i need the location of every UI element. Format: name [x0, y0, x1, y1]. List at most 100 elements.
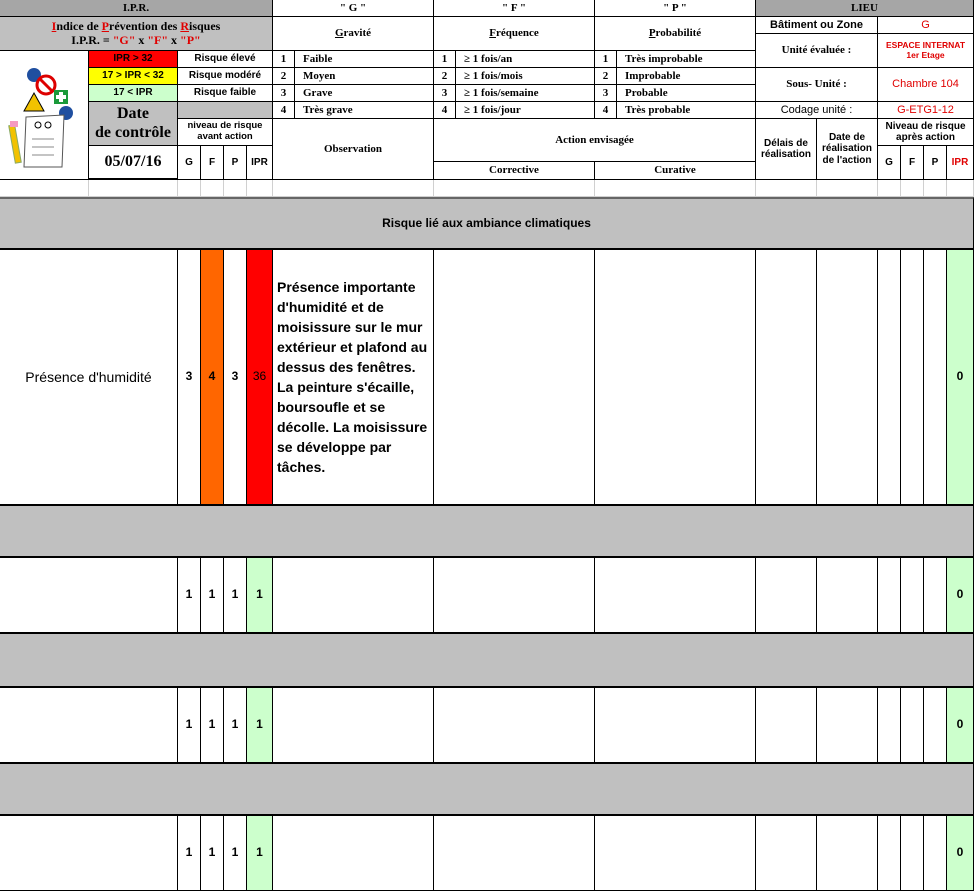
observation-text[interactable]	[273, 687, 434, 763]
formula-text: "G"	[112, 32, 136, 47]
after-g-value[interactable]	[878, 815, 901, 891]
empty-cell[interactable]	[947, 180, 974, 197]
corrective-action[interactable]	[434, 815, 595, 891]
after-f-value[interactable]	[901, 249, 924, 505]
empty-cell[interactable]	[901, 180, 924, 197]
after-p-value[interactable]	[924, 249, 947, 505]
gravity-title-rest: ravité	[343, 27, 372, 40]
empty-cell[interactable]	[434, 180, 595, 197]
after-p-value[interactable]	[924, 557, 947, 633]
empty-cell[interactable]	[224, 180, 247, 197]
empty-cell[interactable]	[924, 180, 947, 197]
section-separator	[0, 505, 974, 557]
before-f-value[interactable]: 4	[201, 249, 224, 505]
building-value[interactable]: G	[878, 17, 974, 34]
before-action-title: niveau de risque avant action	[178, 119, 273, 146]
after-f-value[interactable]	[901, 557, 924, 633]
after-ipr-value[interactable]: 0	[947, 557, 974, 633]
corrective-action[interactable]	[434, 249, 595, 505]
gravity-level-number: 4	[273, 102, 295, 119]
ipr-subtitle: Indice de Prévention des Risques I.P.R. …	[0, 17, 273, 51]
empty-cell[interactable]	[595, 180, 756, 197]
after-g-value[interactable]	[878, 557, 901, 633]
before-ipr-value[interactable]: 1	[247, 687, 273, 763]
safety-illustration	[0, 51, 89, 180]
observation-text[interactable]	[273, 557, 434, 633]
before-p-value[interactable]: 1	[224, 687, 247, 763]
after-col-p: P	[924, 146, 947, 180]
after-g-value[interactable]	[878, 687, 901, 763]
after-p-value[interactable]	[924, 815, 947, 891]
risk-label[interactable]	[0, 557, 178, 633]
empty-cell[interactable]	[0, 180, 89, 197]
curative-action[interactable]	[595, 249, 756, 505]
after-ipr-value[interactable]: 0	[947, 815, 974, 891]
empty-cell[interactable]	[878, 180, 901, 197]
before-g-value[interactable]: 1	[178, 815, 201, 891]
before-g-value[interactable]: 1	[178, 687, 201, 763]
formula-text: I.P.R. =	[71, 32, 113, 47]
probability-level-label: Très probable	[617, 102, 756, 119]
delay-value[interactable]	[756, 557, 817, 633]
control-date[interactable]: 05/07/16	[89, 146, 178, 180]
curative-action[interactable]	[595, 687, 756, 763]
after-ipr-value[interactable]: 0	[947, 249, 974, 505]
empty-cell[interactable]	[247, 180, 273, 197]
corrective-action[interactable]	[434, 557, 595, 633]
before-p-value[interactable]: 1	[224, 815, 247, 891]
completion-date-value[interactable]	[817, 249, 878, 505]
delay-value[interactable]	[756, 815, 817, 891]
before-ipr-value[interactable]: 1	[247, 815, 273, 891]
curative-action[interactable]	[595, 557, 756, 633]
before-p-value[interactable]: 1	[224, 557, 247, 633]
before-p-value[interactable]: 3	[224, 249, 247, 505]
frequency-level-label: ≥ 1 fois/jour	[456, 102, 595, 119]
before-f-value[interactable]: 1	[201, 557, 224, 633]
observation-text[interactable]: Présence importante d'humidité et de moi…	[273, 249, 434, 505]
unit-code-label: Codage unité :	[756, 102, 878, 119]
sub-unit-value[interactable]: Chambre 104	[878, 68, 974, 102]
empty-cell[interactable]	[89, 180, 178, 197]
before-ipr-value[interactable]: 1	[247, 557, 273, 633]
safety-signs-icon	[8, 68, 73, 168]
subtitle-text: ndice de	[56, 18, 102, 33]
after-f-value[interactable]	[901, 687, 924, 763]
empty-cell[interactable]	[756, 180, 817, 197]
empty-cell[interactable]	[817, 180, 878, 197]
frequency-level-number: 3	[434, 85, 456, 102]
completion-date-value[interactable]	[817, 687, 878, 763]
after-ipr-value[interactable]: 0	[947, 687, 974, 763]
risk-label[interactable]	[0, 687, 178, 763]
completion-date-value[interactable]	[817, 557, 878, 633]
empty-cell[interactable]	[201, 180, 224, 197]
unit-value[interactable]: ESPACE INTERNAT 1er Etage	[878, 34, 974, 68]
observation-text[interactable]	[273, 815, 434, 891]
blank-gray-cell	[178, 102, 273, 119]
before-f-value[interactable]: 1	[201, 687, 224, 763]
completion-date-value[interactable]	[817, 815, 878, 891]
corrective-action[interactable]	[434, 687, 595, 763]
after-p-value[interactable]	[924, 687, 947, 763]
empty-cell[interactable]	[178, 180, 201, 197]
empty-cell[interactable]	[273, 180, 434, 197]
curative-action[interactable]	[595, 815, 756, 891]
before-g-value[interactable]: 3	[178, 249, 201, 505]
completion-date-header: Date de réalisation de l'action	[817, 119, 878, 180]
before-f-value[interactable]: 1	[201, 815, 224, 891]
after-g-value[interactable]	[878, 249, 901, 505]
frequency-level-number: 2	[434, 68, 456, 85]
delay-value[interactable]	[756, 249, 817, 505]
after-f-value[interactable]	[901, 815, 924, 891]
risk-label[interactable]: Présence d'humidité	[0, 249, 178, 505]
gravity-title-initial: G	[334, 27, 344, 40]
risk-label[interactable]	[0, 815, 178, 891]
before-g-value[interactable]: 1	[178, 557, 201, 633]
delay-value[interactable]	[756, 687, 817, 763]
probability-level-number: 4	[595, 102, 617, 119]
before-ipr-value[interactable]: 36	[247, 249, 273, 505]
unit-code-value[interactable]: G-ETG1-12	[878, 102, 974, 119]
before-col-f: F	[201, 146, 224, 180]
section-title: Risque lié aux ambiance climatiques	[0, 197, 974, 249]
